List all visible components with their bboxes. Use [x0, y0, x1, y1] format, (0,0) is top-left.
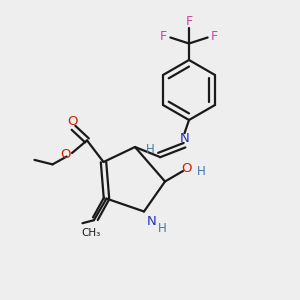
- Text: N: N: [147, 214, 156, 228]
- Text: H: H: [197, 165, 206, 178]
- Text: H: H: [146, 143, 154, 156]
- Text: O: O: [181, 161, 191, 175]
- Text: F: F: [211, 29, 218, 43]
- Text: F: F: [160, 29, 167, 43]
- Text: CH₃: CH₃: [81, 228, 101, 238]
- Text: F: F: [185, 15, 193, 28]
- Text: H: H: [158, 221, 167, 235]
- Text: O: O: [60, 148, 71, 161]
- Text: N: N: [180, 132, 189, 145]
- Text: O: O: [67, 115, 77, 128]
